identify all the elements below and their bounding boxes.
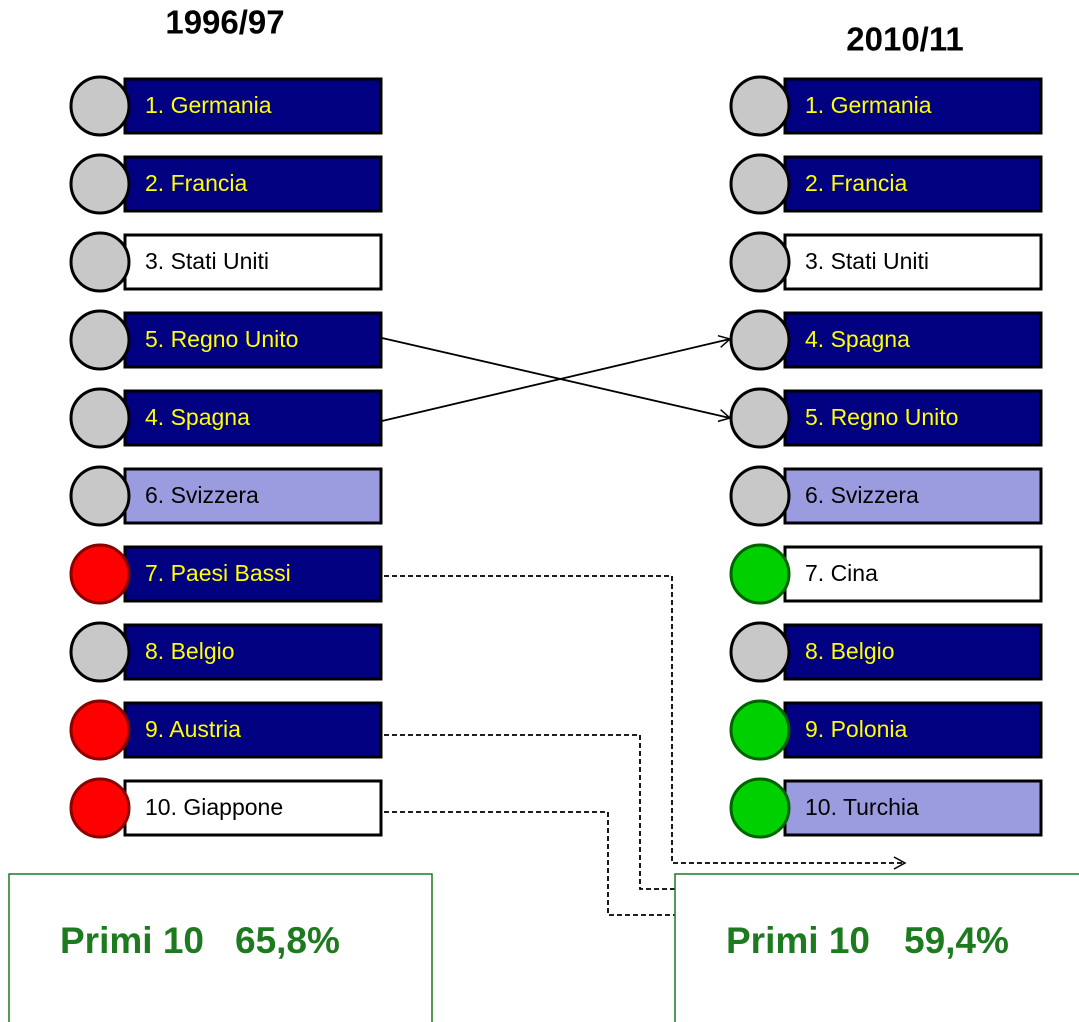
rank-label: 8. Belgio <box>145 638 235 664</box>
rank-circle <box>729 153 791 215</box>
rank-box <box>783 311 1043 369</box>
rank-circle <box>69 387 131 449</box>
rank-box <box>123 545 383 603</box>
rank-item: 9. Polonia <box>729 699 1043 761</box>
rank-item: 3. Stati Uniti <box>729 231 1043 293</box>
rank-item: 7. Cina <box>729 543 1043 605</box>
rank-label: 8. Belgio <box>805 638 895 664</box>
rank-label: 6. Svizzera <box>805 482 919 508</box>
rank-item: 2. Francia <box>69 153 383 215</box>
rank-circle <box>729 231 791 293</box>
rank-item: 8. Belgio <box>729 621 1043 683</box>
arrow <box>381 337 732 423</box>
footer-box <box>674 873 1079 1022</box>
rank-circle <box>729 387 791 449</box>
rank-label: 3. Stati Uniti <box>805 248 929 274</box>
rank-item: 4. Spagna <box>729 309 1043 371</box>
rank-item: 6. Svizzera <box>729 465 1043 527</box>
rank-label: 4. Spagna <box>805 326 910 352</box>
rank-box <box>783 155 1043 213</box>
rank-item: 4. Spagna <box>69 387 383 449</box>
footer-label: Primi 10 <box>726 920 870 961</box>
rank-circle <box>69 777 131 839</box>
rank-label: 7. Cina <box>805 560 878 586</box>
rank-circle <box>69 231 131 293</box>
footer-box <box>8 873 433 1022</box>
dashed-arrow <box>384 575 907 870</box>
rank-circle <box>69 153 131 215</box>
rank-label: 5. Regno Unito <box>805 404 958 430</box>
rank-label: 9. Polonia <box>805 716 908 742</box>
rank-label: 7. Paesi Bassi <box>145 560 291 586</box>
rank-box <box>783 233 1043 291</box>
rank-label: 6. Svizzera <box>145 482 259 508</box>
footer-value: 65,8% <box>235 920 340 961</box>
rank-item: 7. Paesi Bassi <box>69 543 383 605</box>
rank-item: 2. Francia <box>729 153 1043 215</box>
rank-item: 5. Regno Unito <box>69 309 383 371</box>
rank-item: 8. Belgio <box>69 621 383 683</box>
rank-circle <box>729 465 791 527</box>
rank-circle <box>729 699 791 761</box>
rank-label: 2. Francia <box>145 170 247 196</box>
rank-box <box>783 701 1043 759</box>
rank-label: 5. Regno Unito <box>145 326 298 352</box>
rank-label: 2. Francia <box>805 170 907 196</box>
rank-circle <box>729 777 791 839</box>
rank-circle <box>729 621 791 683</box>
dashed-arrow <box>384 734 907 896</box>
rank-item: 1. Germania <box>729 75 1043 137</box>
rank-item: 9. Austria <box>69 699 383 761</box>
rank-circle <box>69 75 131 137</box>
rank-label: 10. Turchia <box>805 794 919 820</box>
rank-box <box>783 389 1043 447</box>
rank-item: 3. Stati Uniti <box>69 231 383 293</box>
rank-item: 10. Giappone <box>69 777 383 839</box>
arrow <box>381 334 732 422</box>
rank-box <box>783 779 1043 837</box>
rank-box <box>123 389 383 447</box>
rank-circle <box>69 699 131 761</box>
rank-label: 10. Giappone <box>145 794 283 820</box>
rank-circle <box>69 621 131 683</box>
rank-label: 4. Spagna <box>145 404 250 430</box>
right-title: 2010/11 <box>846 21 963 58</box>
rank-circle <box>69 543 131 605</box>
footer-label: Primi 10 <box>60 920 204 961</box>
rank-item: 6. Svizzera <box>69 465 383 527</box>
rank-label: 1. Germania <box>805 92 932 118</box>
footer-value: 59,4% <box>904 920 1009 961</box>
rank-box <box>123 155 383 213</box>
rank-item: 1. Germania <box>69 75 383 137</box>
rank-circle <box>729 75 791 137</box>
rank-circle <box>69 465 131 527</box>
rank-label: 9. Austria <box>145 716 241 742</box>
rank-box <box>783 77 1043 135</box>
left-title: 1996/97 <box>165 4 284 41</box>
rank-box <box>123 311 383 369</box>
rank-circle <box>729 309 791 371</box>
rank-box <box>123 233 383 291</box>
rank-label: 1. Germania <box>145 92 272 118</box>
rank-item: 10. Turchia <box>729 777 1043 839</box>
rank-circle <box>729 543 791 605</box>
rank-circle <box>69 309 131 371</box>
rank-item: 5. Regno Unito <box>729 387 1043 449</box>
rank-label: 3. Stati Uniti <box>145 248 269 274</box>
